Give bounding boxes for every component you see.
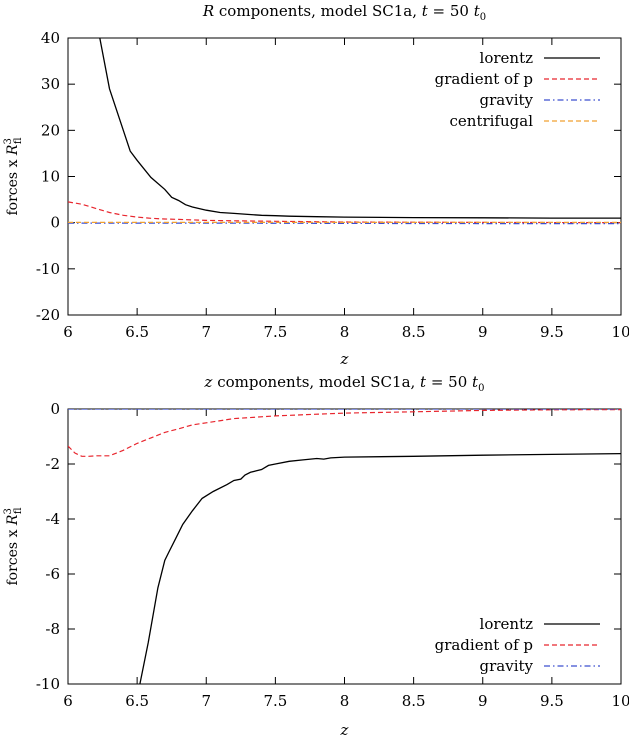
y-tick-label: 20 xyxy=(41,121,60,139)
chart-1: 6 6.5 7 7.5 8 8.5 9 9.5 10 -20 -10 0 10 20 30 40 R compo… xyxy=(3,2,629,368)
data-area xyxy=(68,409,621,684)
plot-frame xyxy=(67,408,622,685)
y-tick-label: 10 xyxy=(41,168,60,186)
x-tick-label: 7 xyxy=(201,323,211,341)
x-tick-label: 6.5 xyxy=(125,692,149,710)
x-tick-label: 6 xyxy=(63,323,73,341)
y-tick-label: -10 xyxy=(36,675,60,693)
x-tick-label: 9.5 xyxy=(540,692,564,710)
series-line-gravity xyxy=(68,222,621,225)
y-tick-label: -6 xyxy=(45,565,60,583)
x-tick-label: 8.5 xyxy=(402,323,426,341)
legend-label: gradient of p xyxy=(435,70,533,88)
legend-label: gradient of p xyxy=(435,636,533,654)
x-tick-label: 10 xyxy=(611,692,629,710)
x-tick-label: 8.5 xyxy=(402,692,426,710)
legend-label: gravity xyxy=(480,91,534,109)
y-tick-label: 30 xyxy=(41,75,60,93)
legend-label: lorentz xyxy=(480,49,534,67)
y-tick-label: 0 xyxy=(50,214,60,232)
chart-2: 6 6.5 7 7.5 8 8.5 9 9.5 10 -10 -8 -6 -4 -2 0 z componen… xyxy=(3,373,629,739)
y-tick-label: -2 xyxy=(45,455,60,473)
y-tick-label: 0 xyxy=(50,400,60,418)
x-tick-label: 9 xyxy=(478,692,488,710)
x-axis-label: z xyxy=(340,350,349,368)
legend-label: centrifugal xyxy=(450,112,534,130)
legend-label: gravity xyxy=(480,657,534,675)
x-tick-label: 6.5 xyxy=(125,323,149,341)
series-line-lorentz xyxy=(99,38,621,219)
y-tick-label: -4 xyxy=(45,510,60,528)
x-tick-label: 6 xyxy=(63,692,73,710)
y-axis-label: forces x R3fl xyxy=(3,137,24,215)
series-line-gradient-of-p xyxy=(68,409,621,457)
chart-title: z components, model SC1a, t = 50 t0 xyxy=(204,373,485,394)
x-tick-label: 7.5 xyxy=(263,323,287,341)
series-line-gradient-of-p xyxy=(68,201,621,224)
data-area xyxy=(68,38,621,225)
y-tick-label: -8 xyxy=(45,620,60,638)
y-tick-label: -10 xyxy=(36,260,60,278)
x-axis-label: z xyxy=(340,721,349,739)
x-tick-label: 8 xyxy=(340,692,350,710)
x-tick-label: 9.5 xyxy=(540,323,564,341)
y-tick-label: 40 xyxy=(41,29,60,47)
x-tick-label: 7.5 xyxy=(263,692,287,710)
y-tick-label: -20 xyxy=(36,306,60,324)
series-line-lorentz xyxy=(139,452,621,684)
x-tick-label: 9 xyxy=(478,323,488,341)
x-tick-label: 10 xyxy=(611,323,629,341)
y-axis-label: forces x R3fl xyxy=(3,507,24,585)
chart-title: R components, model SC1a, t = 50 t0 xyxy=(202,2,486,23)
legend-label: lorentz xyxy=(480,615,534,633)
x-tick-label: 7 xyxy=(201,692,211,710)
x-tick-label: 8 xyxy=(340,323,350,341)
